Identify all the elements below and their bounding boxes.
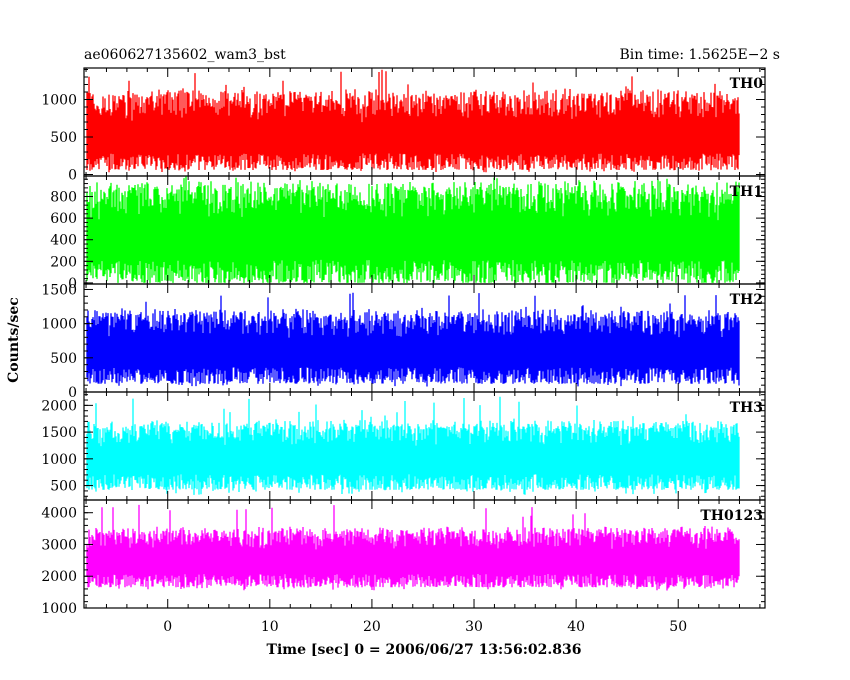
x-tick-label: 10 bbox=[261, 619, 279, 635]
y-tick-label: 500 bbox=[50, 479, 77, 495]
y-tick-label: 1000 bbox=[41, 93, 77, 109]
y-tick-label: 1000 bbox=[41, 601, 77, 617]
y-tick-label: 600 bbox=[50, 211, 77, 227]
x-axis: 0 10 20 30 40 50 bbox=[163, 619, 687, 635]
chart-title: ae060627135602_wam3_bst bbox=[84, 47, 286, 63]
y-tick-label: 500 bbox=[50, 130, 77, 146]
panel-label: TH0 bbox=[730, 76, 764, 92]
panel-th2: 0 500 1000 1500 TH2 bbox=[41, 282, 766, 401]
y-tick-label: 3000 bbox=[41, 537, 77, 553]
panel-label: TH2 bbox=[730, 292, 763, 308]
y-tick-label: 0 bbox=[68, 168, 77, 184]
y-axis-label: Counts/sec bbox=[6, 297, 22, 383]
panel-label: TH3 bbox=[730, 400, 763, 416]
y-tick-label: 1000 bbox=[41, 452, 77, 468]
x-tick-label: 20 bbox=[363, 619, 381, 635]
y-tick-label: 4000 bbox=[41, 506, 77, 522]
series-th2 bbox=[86, 292, 740, 387]
y-tick-label: 1000 bbox=[41, 317, 77, 333]
x-tick-label: 30 bbox=[465, 619, 483, 635]
y-tick-label: 800 bbox=[50, 190, 77, 206]
panels-group: 0 500 1000 TH0 0 200 400 600 800 TH1 0 500 1000 1500 T… bbox=[41, 67, 766, 617]
y-tick-label: 0 bbox=[68, 385, 77, 401]
panel-th3: 500 1000 1500 2000 TH3 bbox=[41, 391, 766, 501]
panel-th1: 0 200 400 600 800 TH1 bbox=[50, 175, 766, 292]
panel-label: TH0123 bbox=[700, 508, 763, 524]
y-tick-label: 2000 bbox=[41, 569, 77, 585]
series-th3 bbox=[86, 396, 740, 495]
y-tick-label: 2000 bbox=[41, 398, 77, 414]
x-tick-label: 50 bbox=[669, 619, 687, 635]
panel-th0123: 1000 2000 3000 4000 TH0123 bbox=[41, 499, 766, 617]
x-tick-label: 0 bbox=[163, 619, 172, 635]
x-tick-label: 40 bbox=[567, 619, 585, 635]
y-tick-label: 1500 bbox=[41, 425, 77, 441]
y-tick-label: 0 bbox=[68, 276, 77, 292]
chart-subtitle: Bin time: 1.5625E−2 s bbox=[619, 47, 780, 63]
y-tick-label: 200 bbox=[50, 254, 77, 270]
panel-label: TH1 bbox=[730, 184, 763, 200]
panel-th0: 0 500 1000 TH0 bbox=[41, 67, 766, 184]
series-th0123 bbox=[86, 504, 740, 591]
y-tick-label: 400 bbox=[50, 233, 77, 249]
series-th0 bbox=[86, 69, 740, 173]
panel-frame bbox=[83, 499, 766, 609]
y-tick-label: 1500 bbox=[41, 282, 77, 298]
x-axis-label: Time [sec] 0 = 2006/06/27 13:56:02.836 bbox=[267, 642, 582, 658]
series-th1 bbox=[86, 176, 740, 283]
y-tick-label: 500 bbox=[50, 351, 77, 367]
